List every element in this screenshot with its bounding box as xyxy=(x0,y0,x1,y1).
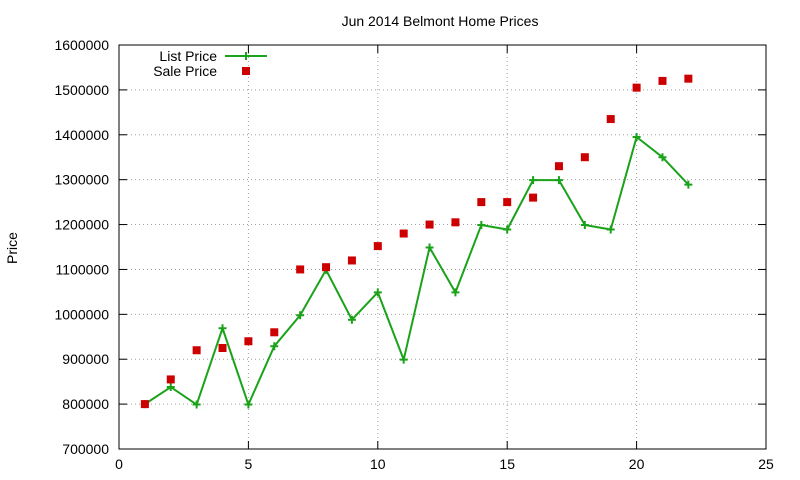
legend-marker-sale-price xyxy=(242,67,250,75)
sale-price-point xyxy=(166,375,175,384)
list-price-point xyxy=(684,180,693,189)
list-price-point xyxy=(192,400,201,409)
y-tick-label: 800000 xyxy=(62,396,109,412)
chart-title: Jun 2014 Belmont Home Prices xyxy=(342,13,539,29)
sale-price-point xyxy=(606,115,615,124)
y-tick-label: 1000000 xyxy=(54,306,109,322)
x-tick-label: 15 xyxy=(499,456,515,472)
y-tick-label: 1400000 xyxy=(54,127,109,143)
sale-price-point xyxy=(554,162,563,171)
x-tick-label: 10 xyxy=(370,456,386,472)
x-tick-label: 0 xyxy=(115,456,123,472)
legend-marker-list-price xyxy=(242,52,250,60)
list-price-point xyxy=(606,225,615,234)
list-price-point xyxy=(166,383,175,392)
sale-price-point xyxy=(451,218,460,227)
list-price-point xyxy=(451,288,460,297)
list-price-point xyxy=(218,324,227,333)
list-price-point xyxy=(503,225,512,234)
list-price-point xyxy=(580,221,589,230)
y-axis-label: Price xyxy=(4,232,20,264)
y-tick-label: 700000 xyxy=(62,441,109,457)
list-price-point xyxy=(244,400,253,409)
y-tick-label: 1300000 xyxy=(54,172,109,188)
sale-price-point xyxy=(192,346,201,355)
y-tick-label: 1100000 xyxy=(56,261,110,277)
list-price-point xyxy=(529,176,538,185)
sale-price-point xyxy=(503,198,512,207)
list-price-point xyxy=(347,315,356,324)
sale-price-point xyxy=(477,198,486,207)
y-tick-label: 1600000 xyxy=(54,37,109,53)
list-price-point xyxy=(270,342,279,351)
sale-price-point xyxy=(684,74,693,83)
sale-price-point xyxy=(399,229,408,238)
series xyxy=(140,74,693,409)
y-tick-label: 1500000 xyxy=(54,82,109,98)
sale-price-point xyxy=(218,344,227,352)
sale-price-point xyxy=(425,220,434,229)
x-tick-label: 5 xyxy=(245,456,253,472)
sale-price-point xyxy=(632,83,641,92)
grid xyxy=(119,45,766,449)
sale-price-point xyxy=(296,265,305,274)
list-price-point xyxy=(373,288,382,297)
sale-price-point xyxy=(270,328,279,337)
x-tick-label: 20 xyxy=(629,456,645,472)
list-price-point xyxy=(425,243,434,252)
sale-price-point xyxy=(347,256,356,265)
list-price-line xyxy=(144,136,690,406)
plot-frame xyxy=(118,44,767,450)
legend: List Price Sale Price xyxy=(153,48,267,79)
list-price-point xyxy=(399,355,408,364)
sale-price-point xyxy=(373,242,382,251)
legend-label-sale-price: Sale Price xyxy=(153,63,217,79)
sale-price-point xyxy=(322,263,331,272)
y-tick-label: 1200000 xyxy=(54,217,109,233)
y-tick-label: 900000 xyxy=(62,351,109,367)
list-price-point xyxy=(296,311,305,320)
sale-price-point xyxy=(658,76,667,85)
list-price-point xyxy=(658,153,667,162)
sale-price-point xyxy=(244,337,253,346)
list-price-point xyxy=(477,221,486,230)
sale-price-point xyxy=(140,400,149,409)
x-tick-label: 25 xyxy=(758,456,774,472)
sale-price-point xyxy=(529,193,538,202)
list-price-point xyxy=(554,176,563,185)
legend-label-list-price: List Price xyxy=(159,48,217,64)
ticks: 700000 800000 900000 1000000 1100000 1200000 1… xyxy=(54,37,774,472)
sale-price-point xyxy=(580,153,589,162)
list-price-point xyxy=(632,133,641,142)
